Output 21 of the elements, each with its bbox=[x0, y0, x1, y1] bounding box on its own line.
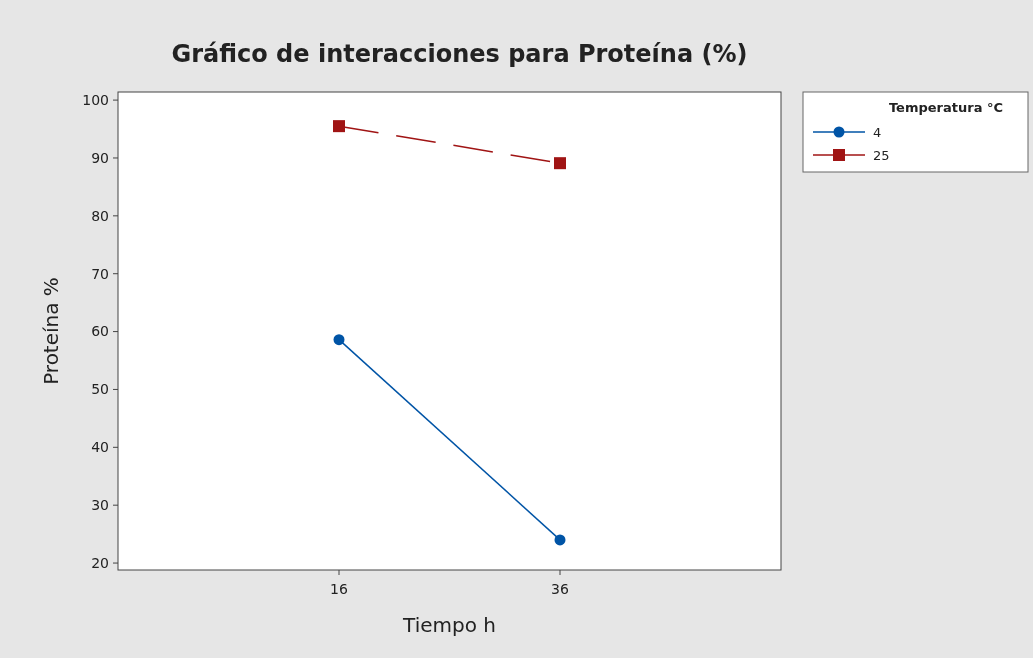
y-tick-label: 30 bbox=[91, 497, 109, 514]
x-axis-title: Tiempo h bbox=[402, 613, 496, 637]
point bbox=[333, 334, 345, 346]
legend-title: Temperatura °C bbox=[888, 100, 1003, 115]
y-tick-label: 80 bbox=[91, 207, 109, 224]
y-tick-label: 60 bbox=[91, 323, 109, 340]
x-tick-label: 16 bbox=[330, 581, 348, 597]
point bbox=[333, 120, 345, 133]
point bbox=[554, 534, 566, 546]
legend-label: 25 bbox=[873, 147, 890, 163]
y-tick-label: 50 bbox=[91, 381, 109, 398]
legend-label: 4 bbox=[873, 124, 882, 140]
y-tick-label: 20 bbox=[91, 554, 109, 571]
y-tick-label: 90 bbox=[91, 149, 109, 166]
y-tick-label: 100 bbox=[82, 92, 109, 108]
y-tick-label: 70 bbox=[91, 265, 109, 282]
x-tick-label: 36 bbox=[551, 581, 569, 597]
y-axis-title: Proteína % bbox=[39, 277, 63, 385]
y-tick-label: 40 bbox=[91, 439, 109, 456]
point bbox=[554, 157, 566, 170]
chart-title: Gráfico de interacciones para Proteína (%) bbox=[171, 40, 748, 68]
